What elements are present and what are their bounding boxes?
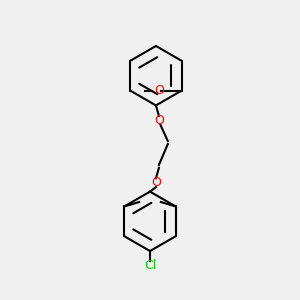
Text: O: O [151,176,161,189]
Text: Cl: Cl [144,260,156,272]
Text: O: O [154,114,164,127]
Text: O: O [154,84,164,97]
